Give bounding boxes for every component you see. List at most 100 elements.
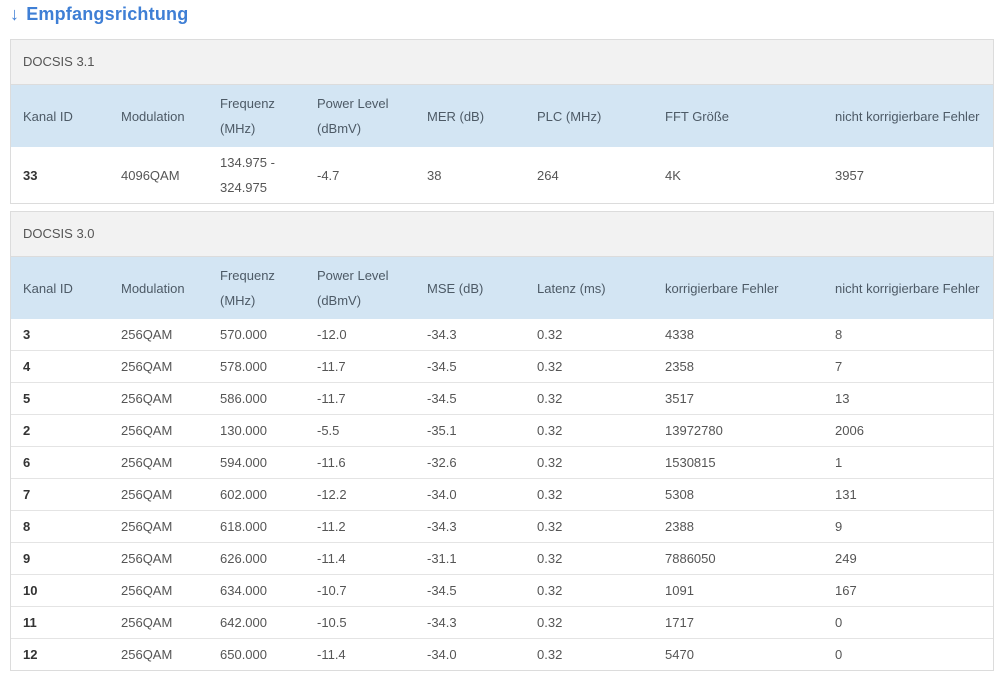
table-cell: 10 bbox=[11, 574, 109, 607]
table-cell: 12 bbox=[23, 647, 38, 662]
table-cell: 2388 bbox=[653, 510, 823, 543]
table-cell: 7886050 bbox=[653, 542, 823, 575]
table-cell: -11.4 bbox=[305, 542, 415, 575]
table-cell: 634.000 bbox=[208, 574, 305, 607]
table-row: 4 256QAM 578.000 -11.7 -34.5 0.32 2358 7 bbox=[11, 350, 993, 383]
table-cell: 626.000 bbox=[208, 542, 305, 575]
column-header-frequenz: Frequenz (MHz) bbox=[208, 85, 305, 147]
table-cell: 0.32 bbox=[525, 478, 653, 511]
table-cell: 0.32 bbox=[525, 542, 653, 575]
table-cell: -34.5 bbox=[415, 350, 525, 383]
table-cell: 256QAM bbox=[109, 606, 208, 639]
table-cell: 594.000 bbox=[208, 446, 305, 479]
table-cell: 33 bbox=[23, 167, 38, 183]
table-cell: -31.1 bbox=[415, 542, 525, 575]
table-cell: -10.7 bbox=[305, 574, 415, 607]
table-cell: 0.32 bbox=[525, 574, 653, 607]
column-header-correctable: korrigierbare Fehler bbox=[653, 257, 823, 319]
table-cell: 9 bbox=[11, 542, 109, 575]
table-row: 12 256QAM 650.000 -11.4 -34.0 0.32 5470 0 bbox=[11, 639, 993, 671]
table-cell: 256QAM bbox=[109, 382, 208, 415]
table-cell: -34.3 bbox=[415, 510, 525, 543]
table-row: 6 256QAM 594.000 -11.6 -32.6 0.32 1530815 1 bbox=[11, 446, 993, 479]
table-cell: 0.32 bbox=[525, 382, 653, 415]
table-cell: -34.5 bbox=[415, 382, 525, 415]
downstream-section-toggle[interactable]: ↓ Empfangsrichtung bbox=[10, 4, 994, 25]
table-row: 3 256QAM 570.000 -12.0 -34.3 0.32 4338 8 bbox=[11, 319, 993, 351]
table-row: 7 256QAM 602.000 -12.2 -34.0 0.32 5308 131 bbox=[11, 478, 993, 511]
table-cell: 256QAM bbox=[109, 542, 208, 575]
table-cell: -5.5 bbox=[305, 414, 415, 447]
table-row: 10 256QAM 634.000 -10.7 -34.5 0.32 1091 167 bbox=[11, 574, 993, 607]
table-cell: 578.000 bbox=[208, 350, 305, 383]
table-cell: 3957 bbox=[835, 167, 864, 183]
column-header-mer: MER (dB) bbox=[415, 85, 525, 147]
table-cell: -34.0 bbox=[415, 478, 525, 511]
table-cell: 4338 bbox=[653, 319, 823, 351]
table-row: 2 256QAM 130.000 -5.5 -35.1 0.32 13972780 2006 bbox=[11, 414, 993, 447]
table-cell: -35.1 bbox=[415, 414, 525, 447]
table-row: 5 256QAM 586.000 -11.7 -34.5 0.32 3517 13 bbox=[11, 382, 993, 415]
docsis30-column-header-row: Kanal ID Modulation Frequenz (MHz) Power… bbox=[11, 257, 993, 319]
column-header-power-level: Power Level (dBmV) bbox=[305, 85, 415, 147]
table-cell: 13972780 bbox=[653, 414, 823, 447]
table-cell: 256QAM bbox=[109, 478, 208, 511]
table-cell: 167 bbox=[823, 574, 993, 607]
table-cell: -11.4 bbox=[317, 647, 346, 662]
table-cell: 256QAM bbox=[109, 414, 208, 447]
table-cell: -11.2 bbox=[305, 510, 415, 543]
docsis30-table: Kanal ID Modulation Frequenz (MHz) Power… bbox=[11, 257, 993, 670]
table-cell: 38 bbox=[427, 167, 442, 183]
column-header-power-level: Power Level (dBmV) bbox=[305, 257, 415, 319]
table-cell: 0.32 bbox=[525, 606, 653, 639]
column-header-mse: MSE (dB) bbox=[415, 257, 525, 319]
page-title: Empfangsrichtung bbox=[26, 4, 189, 24]
docsis31-column-header-row: Kanal ID Modulation Frequenz (MHz) Power… bbox=[11, 85, 993, 147]
table-cell: 0 bbox=[835, 647, 843, 662]
table-cell: -11.7 bbox=[305, 350, 415, 383]
table-cell: -32.6 bbox=[415, 446, 525, 479]
table-cell: 8 bbox=[823, 319, 993, 351]
table-cell: -34.3 bbox=[415, 606, 525, 639]
table-cell: -11.7 bbox=[305, 382, 415, 415]
table-cell: 2006 bbox=[823, 414, 993, 447]
table-row: 9 256QAM 626.000 -11.4 -31.1 0.32 7886050 249 bbox=[11, 542, 993, 575]
table-cell: 3 bbox=[11, 319, 109, 351]
table-cell: 5470 bbox=[665, 647, 694, 662]
table-cell: 650.000 bbox=[220, 647, 267, 662]
table-cell: -34.0 bbox=[427, 647, 457, 662]
table-cell: 1717 bbox=[653, 606, 823, 639]
table-cell: 0.32 bbox=[525, 350, 653, 383]
table-cell: 6 bbox=[11, 446, 109, 479]
table-cell: 1091 bbox=[653, 574, 823, 607]
table-cell: 4 bbox=[11, 350, 109, 383]
column-header-kanal-id: Kanal ID bbox=[11, 85, 109, 147]
table-cell: 0.32 bbox=[525, 319, 653, 351]
docsis31-table: Kanal ID Modulation Frequenz (MHz) Power… bbox=[11, 85, 993, 203]
column-header-modulation: Modulation bbox=[109, 85, 208, 147]
table-cell: 249 bbox=[823, 542, 993, 575]
table-cell: 586.000 bbox=[208, 382, 305, 415]
table-cell: -34.3 bbox=[415, 319, 525, 351]
table-cell: 13 bbox=[823, 382, 993, 415]
table-cell: 264 bbox=[537, 167, 559, 183]
table-cell: -10.5 bbox=[305, 606, 415, 639]
table-cell: 7 bbox=[11, 478, 109, 511]
column-header-frequenz: Frequenz (MHz) bbox=[208, 257, 305, 319]
table-cell: 618.000 bbox=[208, 510, 305, 543]
table-cell: 256QAM bbox=[109, 446, 208, 479]
table-cell: 256QAM bbox=[109, 574, 208, 607]
column-header-kanal-id: Kanal ID bbox=[11, 257, 109, 319]
table-cell: 130.000 bbox=[208, 414, 305, 447]
table-cell: -12.2 bbox=[305, 478, 415, 511]
table-cell: 11 bbox=[11, 606, 109, 639]
table-cell: 1 bbox=[823, 446, 993, 479]
table-row: 8 256QAM 618.000 -11.2 -34.3 0.32 2388 9 bbox=[11, 510, 993, 543]
column-header-uncorrectable: nicht korrigierbare Fehler bbox=[823, 85, 993, 147]
column-header-fft-groesse: FFT Größe bbox=[653, 85, 823, 147]
table-cell: 134.975 - 324.975 bbox=[220, 155, 275, 195]
table-cell: 256QAM bbox=[109, 319, 208, 351]
down-arrow-icon: ↓ bbox=[10, 4, 20, 24]
table-cell: 5308 bbox=[653, 478, 823, 511]
